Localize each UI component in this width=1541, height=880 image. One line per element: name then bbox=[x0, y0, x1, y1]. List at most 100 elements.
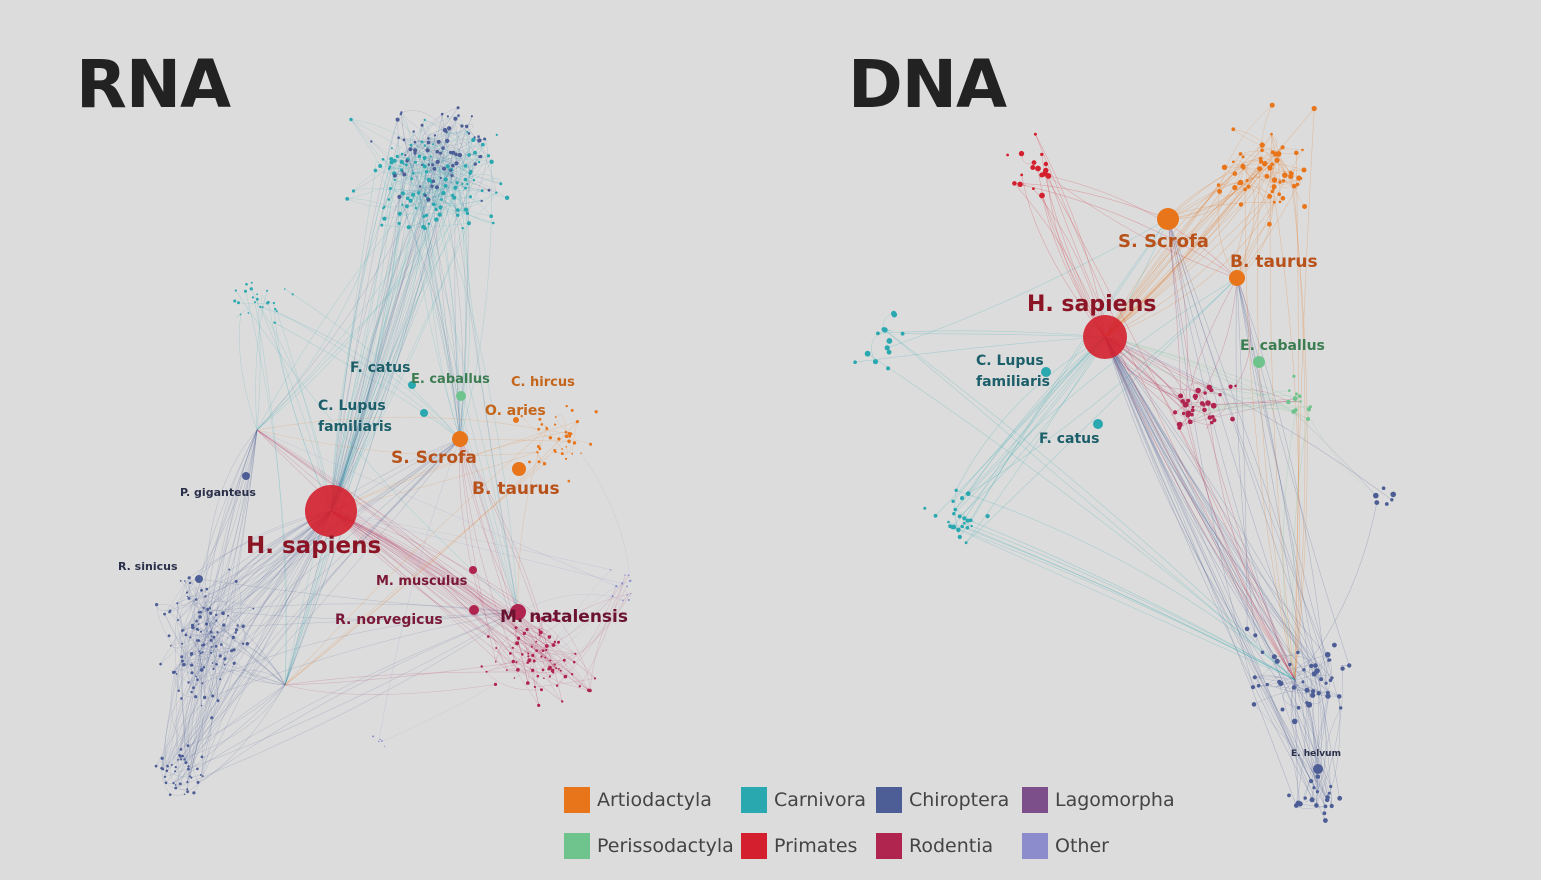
network-node bbox=[388, 167, 391, 171]
edge bbox=[423, 169, 452, 228]
edge bbox=[162, 673, 177, 769]
edge bbox=[514, 595, 613, 679]
edge bbox=[200, 429, 258, 776]
edge bbox=[330, 510, 550, 638]
rna-label-o-aries: O. aries bbox=[485, 403, 546, 419]
network-node bbox=[190, 671, 194, 675]
edge bbox=[353, 113, 443, 192]
dna-node-e-helvum[interactable] bbox=[1313, 764, 1323, 774]
edge bbox=[457, 164, 476, 216]
edge bbox=[1020, 183, 1238, 279]
edge bbox=[424, 165, 466, 176]
rna-node-o-aries[interactable] bbox=[513, 417, 519, 423]
edge bbox=[406, 156, 480, 207]
network-node bbox=[553, 663, 556, 666]
edge bbox=[429, 179, 519, 613]
edge bbox=[330, 510, 513, 649]
rna-node-r-sinicus[interactable] bbox=[195, 575, 203, 583]
edge bbox=[284, 288, 461, 440]
network-node bbox=[555, 684, 559, 687]
network-node bbox=[473, 136, 476, 139]
rna-node-p-giganteus[interactable] bbox=[242, 472, 250, 480]
network-node bbox=[1270, 150, 1275, 155]
network-node bbox=[1256, 683, 1261, 688]
edge bbox=[176, 603, 183, 644]
network-node bbox=[467, 153, 471, 157]
edge bbox=[402, 156, 420, 194]
network-node bbox=[443, 177, 448, 182]
edge bbox=[410, 183, 463, 201]
dna-node-h-sapiens[interactable] bbox=[1083, 315, 1127, 359]
network-node bbox=[200, 755, 204, 759]
edge bbox=[455, 133, 474, 189]
network-node bbox=[232, 661, 236, 665]
network-node bbox=[179, 782, 182, 786]
network-node bbox=[187, 597, 191, 600]
network-node bbox=[1374, 500, 1380, 505]
edge bbox=[397, 119, 409, 228]
network-node bbox=[442, 128, 448, 133]
dna-node-s-scrofa[interactable] bbox=[1157, 208, 1179, 230]
edge bbox=[1235, 277, 1256, 636]
network-node bbox=[1232, 160, 1235, 164]
dna-node-c-lupus[interactable] bbox=[1041, 367, 1051, 377]
network-node bbox=[544, 644, 549, 648]
network-node bbox=[1315, 790, 1319, 794]
network-node bbox=[1337, 795, 1343, 801]
rna-node-m-natalensis[interactable] bbox=[510, 604, 526, 620]
network-node bbox=[1325, 795, 1330, 800]
rna-node-c-lupus[interactable] bbox=[408, 381, 416, 389]
network-node bbox=[1309, 779, 1314, 784]
edge bbox=[961, 336, 1106, 499]
dna-node-b-taurus[interactable] bbox=[1229, 270, 1245, 286]
dna-node-e-caballus[interactable] bbox=[1253, 356, 1265, 368]
network-node bbox=[1031, 160, 1037, 166]
network-node bbox=[435, 149, 440, 154]
network-node bbox=[554, 416, 557, 418]
edge bbox=[185, 634, 221, 680]
edge bbox=[1294, 152, 1299, 681]
edge bbox=[330, 510, 525, 634]
rna-node-f-catus[interactable] bbox=[420, 409, 428, 417]
network-node bbox=[219, 678, 222, 681]
edge bbox=[197, 631, 212, 684]
network-node bbox=[199, 668, 203, 672]
network-node bbox=[923, 506, 927, 510]
rna-node-h-sapiens[interactable] bbox=[305, 485, 357, 537]
edge bbox=[1294, 679, 1318, 806]
network-node bbox=[1234, 384, 1237, 388]
edge bbox=[405, 138, 440, 156]
edge bbox=[459, 438, 523, 655]
network-node bbox=[397, 221, 401, 225]
network-node bbox=[186, 744, 190, 748]
edge bbox=[540, 632, 563, 702]
network-node bbox=[1315, 774, 1321, 779]
rna-node-m-musculus[interactable] bbox=[469, 566, 477, 574]
network-node bbox=[416, 191, 421, 195]
network-node bbox=[630, 592, 632, 595]
network-node bbox=[1270, 162, 1274, 167]
rna-node-e-caballus[interactable] bbox=[456, 391, 466, 401]
edge bbox=[330, 510, 589, 691]
edge bbox=[330, 152, 416, 512]
edge bbox=[1167, 218, 1188, 405]
edge bbox=[1236, 153, 1279, 279]
network-node bbox=[580, 452, 582, 455]
rna-node-b-taurus[interactable] bbox=[512, 462, 526, 476]
dna-node-f-catus[interactable] bbox=[1093, 419, 1103, 429]
edge bbox=[181, 510, 332, 658]
edge bbox=[1104, 163, 1266, 338]
edge bbox=[1258, 685, 1318, 777]
network-node bbox=[1020, 173, 1024, 177]
edge bbox=[330, 510, 542, 690]
rna-node-r-norvegicus[interactable] bbox=[469, 605, 479, 615]
network-node bbox=[594, 410, 598, 414]
edge bbox=[284, 193, 404, 686]
network-node bbox=[405, 163, 408, 167]
network-node bbox=[349, 117, 353, 122]
network-node bbox=[183, 758, 186, 761]
network-node bbox=[882, 327, 888, 333]
edge bbox=[517, 428, 548, 613]
rna-node-s-scrofa[interactable] bbox=[452, 431, 468, 447]
edge bbox=[347, 139, 474, 200]
